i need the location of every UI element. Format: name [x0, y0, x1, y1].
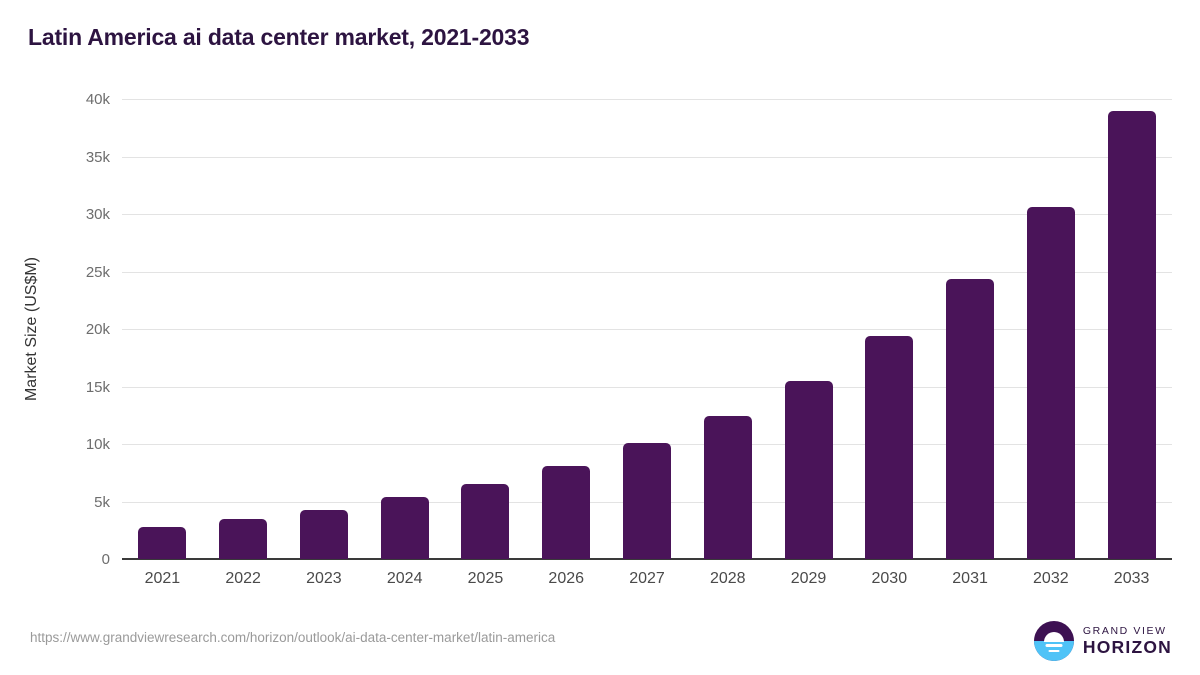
- x-tick-label: 2021: [144, 570, 181, 587]
- brand-logo: GRAND VIEW HORIZON: [1033, 620, 1172, 662]
- horizon-circle-icon: [1033, 621, 1074, 661]
- gridline: [122, 558, 1172, 560]
- x-tick-label: 2031: [952, 570, 988, 587]
- y-tick-label: 15k: [85, 378, 110, 396]
- gridline: [122, 99, 1172, 100]
- logo-line-upper: [1045, 644, 1063, 647]
- source-url[interactable]: https://www.grandviewresearch.com/horizo…: [30, 630, 556, 645]
- bar-band: [526, 99, 607, 559]
- y-tick-label: 30k: [85, 206, 110, 223]
- y-axis-label: Market Size (US$M): [23, 256, 40, 402]
- gridline: [122, 271, 1172, 273]
- x-tick-label: 2028: [709, 570, 746, 587]
- bar-band: [930, 99, 1011, 559]
- x-tick-label: 2033: [1113, 570, 1150, 587]
- bar-2024[interactable]: [380, 497, 429, 559]
- logo-line-lower: [1048, 649, 1060, 652]
- x-tick-label: 2023: [306, 570, 342, 587]
- bar-2021[interactable]: [138, 526, 187, 559]
- x-tick-label: 2030: [871, 570, 908, 587]
- bar-2025[interactable]: [461, 483, 510, 559]
- bar-band: [1091, 99, 1172, 559]
- bar-band: [687, 99, 768, 559]
- brand-name-primary: GRAND VIEW: [1082, 624, 1167, 637]
- bar-2023[interactable]: [299, 510, 348, 559]
- bar-2028[interactable]: [703, 415, 752, 559]
- brand-logo-text: GRAND VIEW HORIZON: [1082, 624, 1172, 657]
- bar-band: [284, 99, 365, 559]
- y-tick-label: 25k: [85, 263, 110, 281]
- bar-band: [122, 99, 203, 559]
- bar-band: [849, 99, 930, 559]
- bar-band: [445, 99, 526, 559]
- bar-band: [203, 99, 284, 559]
- bar-band: [768, 99, 849, 559]
- bar-band: [364, 99, 445, 559]
- x-tick-label: 2024: [386, 570, 423, 587]
- y-tick-label: 5k: [94, 493, 110, 511]
- y-tick-label: 40k: [85, 91, 110, 108]
- brand-name-secondary: HORIZON: [1082, 637, 1172, 657]
- bar-2029[interactable]: [784, 380, 833, 559]
- bar-2026[interactable]: [542, 465, 591, 559]
- gridline: [122, 156, 1172, 158]
- bar-2027[interactable]: [622, 443, 671, 559]
- x-tick-label: 2022: [225, 570, 261, 587]
- y-tick-label: 0: [101, 551, 110, 568]
- bar-2033[interactable]: [1107, 111, 1156, 559]
- bar-2030[interactable]: [865, 335, 914, 559]
- bar-2032[interactable]: [1026, 206, 1075, 559]
- bar-band: [607, 99, 688, 559]
- bar-2031[interactable]: [946, 278, 995, 559]
- gridline: [122, 386, 1172, 388]
- bar-band: [1010, 99, 1091, 559]
- bar-series: [122, 99, 1172, 559]
- y-tick-label: 10k: [85, 436, 110, 453]
- x-tick-label: 2029: [790, 570, 827, 587]
- gridline: [122, 329, 1172, 330]
- x-tick-label: 2026: [548, 570, 585, 587]
- y-tick-label: 20k: [85, 321, 110, 338]
- x-tick-label: 2027: [629, 570, 665, 587]
- y-tick-label: 35k: [85, 148, 110, 166]
- page-title: Latin America ai data center market, 202…: [28, 24, 530, 50]
- x-tick-label: 2025: [467, 570, 504, 587]
- x-tick-label: 2032: [1033, 570, 1069, 587]
- logo-dome-shape: [1043, 632, 1064, 642]
- bar-2022[interactable]: [219, 519, 268, 559]
- gridline: [122, 214, 1172, 215]
